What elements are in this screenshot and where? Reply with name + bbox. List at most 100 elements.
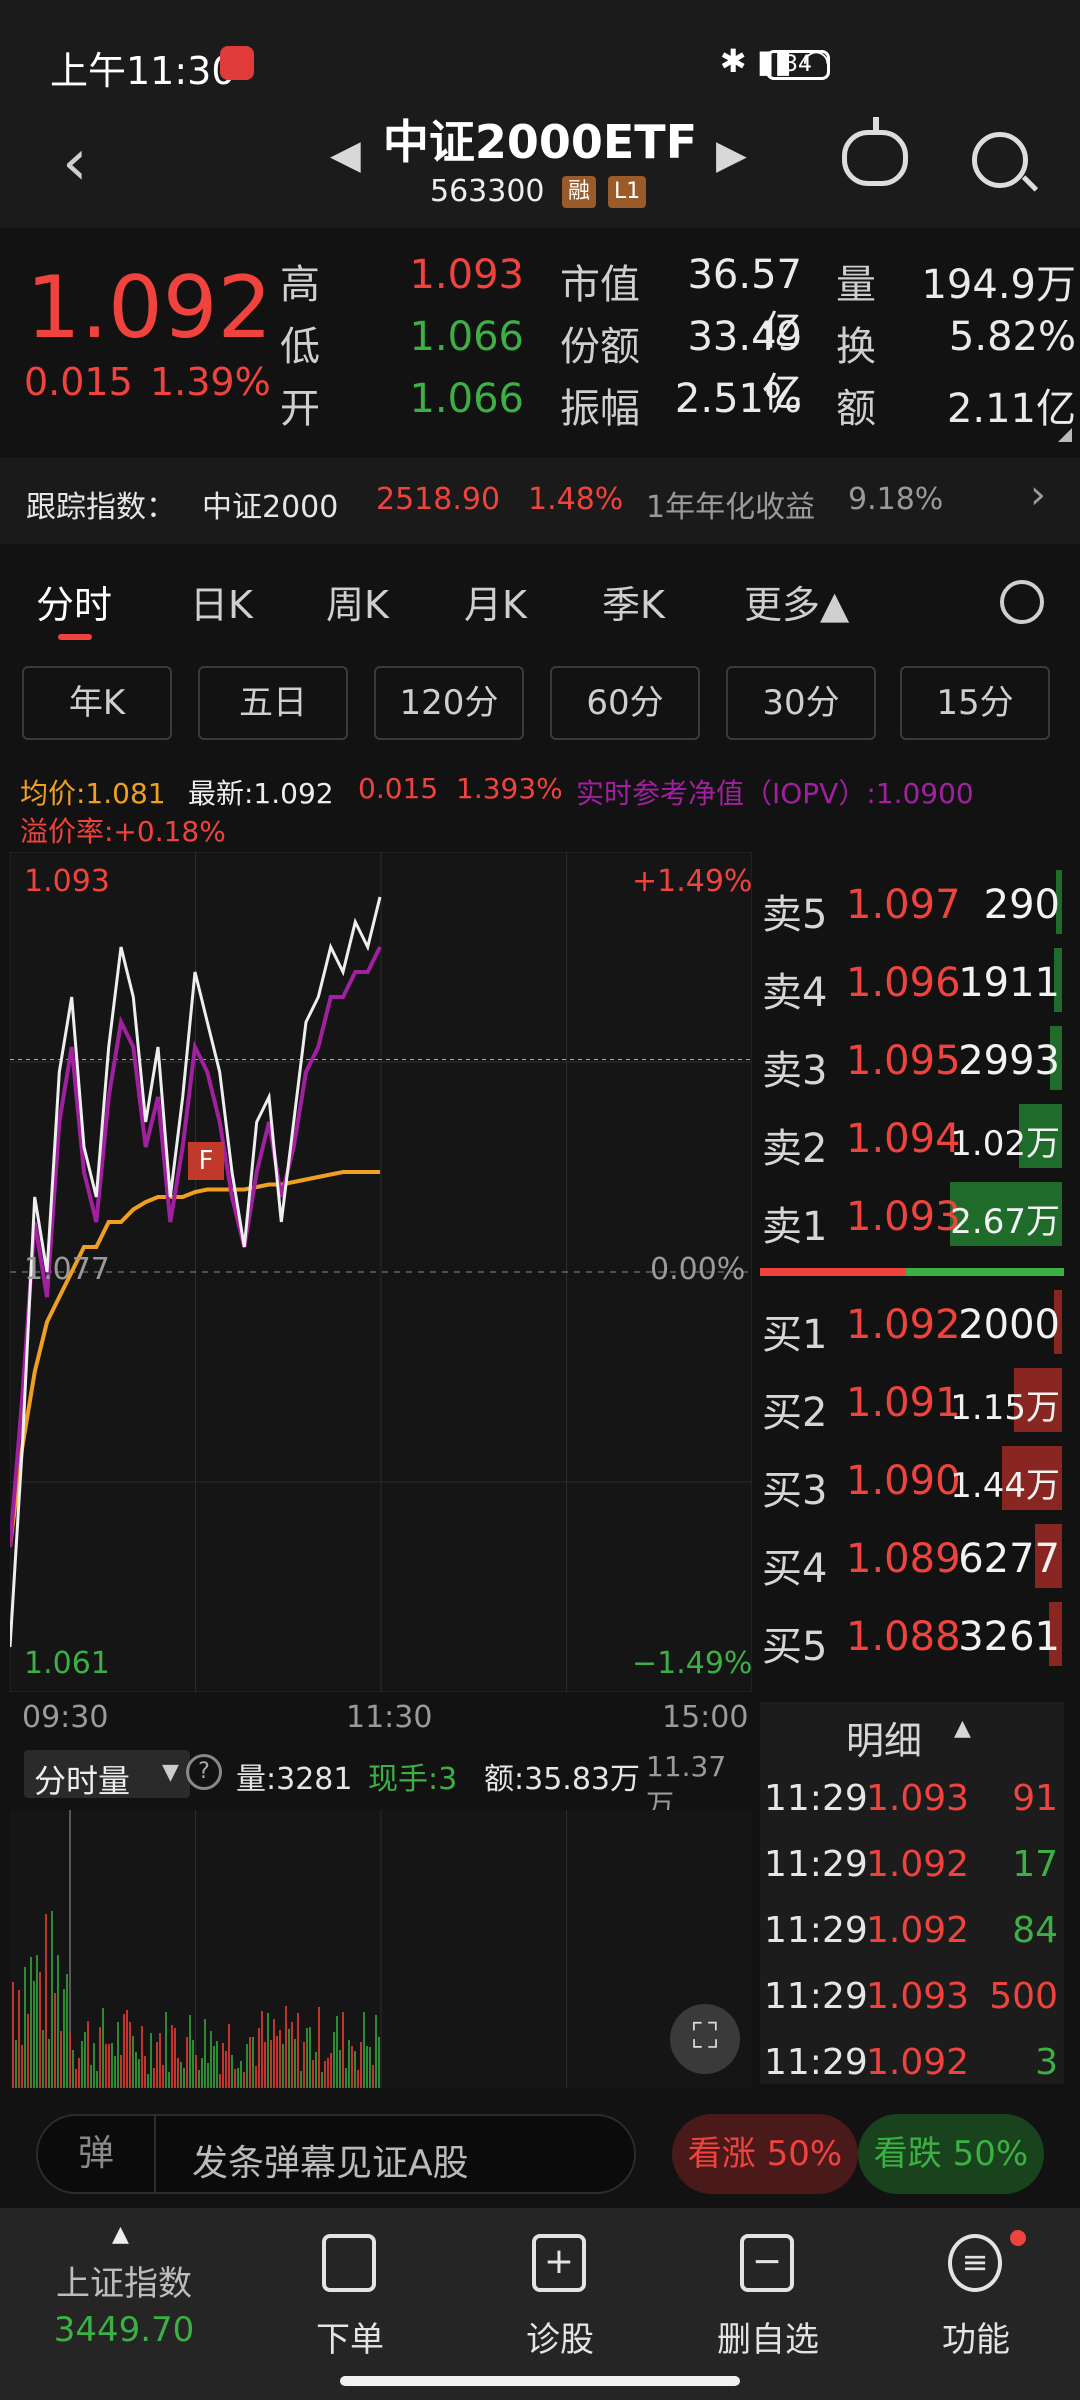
intraday-chart-svg — [8, 851, 753, 1693]
volume-bars-svg — [10, 1810, 752, 2088]
volume-bar — [39, 1972, 41, 2088]
volume-bar — [327, 2058, 329, 2088]
app-header: ‹ ◀ 中证2000ETF 563300 融 L1 ▶ — [0, 100, 1080, 228]
vote-rise-button[interactable]: 看涨 50% — [672, 2114, 858, 2194]
tab-weekly-k[interactable]: 周K — [326, 583, 389, 627]
fullscreen-icon[interactable]: ⛶ — [670, 2004, 740, 2074]
open-label: 开 — [280, 386, 320, 432]
level-label: 买4 — [762, 1546, 828, 1592]
next-stock-icon[interactable]: ▶ — [716, 132, 747, 178]
detail-time: 11:29 — [764, 1910, 868, 1951]
intraday-chart[interactable]: 1.093 +1.49% 1.077 0.00% 1.061 −1.49% 09… — [8, 851, 753, 1735]
expand-corner-icon[interactable] — [1058, 428, 1072, 442]
volume-bar — [33, 1981, 35, 2088]
volume-bar — [84, 2032, 86, 2088]
nav-order[interactable]: 下单 — [250, 2208, 450, 2378]
volume-bar — [189, 2015, 191, 2088]
caret-up-icon: ▲ — [112, 2222, 129, 2247]
level-volume: 1.15万 — [950, 1388, 1060, 1428]
volume-bar — [330, 2053, 332, 2088]
search-icon[interactable] — [972, 132, 1028, 188]
period-year-k[interactable]: 年K — [22, 666, 172, 740]
function-menu-icon: ≡ — [948, 2234, 1002, 2292]
period-five-day[interactable]: 五日 — [198, 666, 348, 740]
volume-bar — [231, 2055, 233, 2088]
bid-row[interactable]: 买5 1.088 3261 — [760, 1596, 1066, 1672]
tracking-index-bar[interactable]: 跟踪指数： 中证2000 2518.90 1.48% 1年年化收益 9.18% … — [0, 458, 1080, 544]
nav-index[interactable]: ▲ 上证指数 3449.70 — [24, 2208, 224, 2378]
volume-bar — [147, 2074, 149, 2088]
bid-row[interactable]: 买2 1.091 1.15万 — [760, 1362, 1066, 1438]
volume-bar — [333, 2032, 335, 2088]
bid-row[interactable]: 买3 1.090 1.44万 — [760, 1440, 1066, 1516]
volume-bar — [249, 2037, 251, 2088]
bullet-input[interactable]: 弹 发条弹幕见证A股 — [36, 2114, 636, 2194]
ask-row[interactable]: 卖2 1.094 1.02万 — [760, 1098, 1066, 1174]
detail-price: 1.092 — [866, 1844, 970, 1885]
mktcap-label: 市值 — [560, 262, 640, 308]
level-price: 1.094 — [846, 1116, 961, 1162]
volume-bar — [318, 2007, 320, 2088]
volume-bar — [111, 2043, 113, 2088]
tab-intraday[interactable]: 分时 — [36, 583, 113, 627]
battery-icon: 34 — [766, 50, 830, 80]
volume-bar — [51, 1911, 53, 2088]
x-label-noon: 11:30 — [346, 1700, 433, 1735]
avg-price: 均价:1.081 — [20, 777, 166, 810]
volume-bar — [24, 1967, 26, 2088]
tab-more[interactable]: 更多▲ — [744, 583, 850, 627]
bullet-badge: 弹 — [38, 2116, 156, 2192]
volume-bar — [57, 1955, 59, 2088]
level-volume: 290 — [983, 882, 1060, 928]
tab-daily-k[interactable]: 日K — [190, 583, 253, 627]
volume-bar — [60, 2031, 62, 2088]
robot-assistant-icon[interactable] — [842, 117, 908, 186]
volume-bar — [1013, 1368, 1062, 1432]
fund-flow-marker[interactable]: F — [188, 1142, 224, 1180]
volume-bar — [360, 2042, 362, 2088]
bid-row[interactable]: 买1 1.092 2000 — [760, 1284, 1066, 1360]
bid-row[interactable]: 买4 1.089 6277 — [760, 1518, 1066, 1594]
period-30min[interactable]: 30分 — [726, 666, 876, 740]
volume-bar — [351, 2046, 353, 2088]
annual-return-label: 1年年化收益 — [646, 490, 816, 525]
level-tag: L1 — [608, 176, 647, 208]
volume-label: 量 — [836, 262, 876, 308]
chevron-right-icon: › — [1030, 472, 1046, 518]
level-price: 1.090 — [846, 1458, 961, 1504]
volume-bar — [21, 2045, 23, 2088]
detail-price: 1.092 — [866, 2042, 970, 2083]
ask-row[interactable]: 卖1 1.093 2.67万 — [760, 1176, 1066, 1252]
low-value: 1.066 — [409, 314, 524, 360]
nav-diagnose[interactable]: + 诊股 — [460, 2208, 660, 2378]
volume-bar — [102, 2008, 104, 2088]
vote-fall-button[interactable]: 看跌 50% — [858, 2114, 1044, 2194]
volume-bar — [270, 2040, 272, 2088]
level-label: 买5 — [762, 1624, 828, 1670]
period-120min[interactable]: 120分 — [374, 666, 524, 740]
volume-bar — [195, 2055, 197, 2088]
ask-row[interactable]: 卖5 1.097 290 — [760, 864, 1066, 940]
trade-detail-panel[interactable]: 明细 ▲ 11:29 1.093 91 11:29 1.092 17 11:29 1.092 8… — [760, 1702, 1064, 2084]
level-price: 1.088 — [846, 1614, 961, 1660]
ask-row[interactable]: 卖4 1.096 1911 — [760, 942, 1066, 1018]
settings-hexagon-icon[interactable] — [1000, 580, 1044, 624]
volume-selector[interactable]: 分时量 ▼ — [24, 1750, 190, 1800]
nav-remove-watchlist[interactable]: − 删自选 — [668, 2208, 868, 2378]
nav-function[interactable]: ≡ 功能 — [876, 2208, 1076, 2378]
volume-bar — [75, 2069, 77, 2088]
level-price: 1.095 — [846, 1038, 961, 1084]
tab-monthly-k[interactable]: 月K — [464, 583, 527, 627]
tab-quarterly-k[interactable]: 季K — [602, 583, 665, 627]
ask-row[interactable]: 卖3 1.095 2993 — [760, 1020, 1066, 1096]
level-volume: 1911 — [958, 960, 1060, 1006]
prev-stock-icon[interactable]: ◀ — [330, 132, 361, 178]
period-60min[interactable]: 60分 — [550, 666, 700, 740]
volume-bar — [114, 2056, 116, 2088]
help-icon[interactable]: ? — [186, 1754, 222, 1790]
remove-watchlist-icon: − — [740, 2234, 794, 2292]
period-15min[interactable]: 15分 — [900, 666, 1050, 740]
volume-bar — [336, 2016, 338, 2088]
detail-volume: 500 — [989, 1976, 1058, 2017]
back-icon[interactable]: ‹ — [62, 126, 88, 200]
